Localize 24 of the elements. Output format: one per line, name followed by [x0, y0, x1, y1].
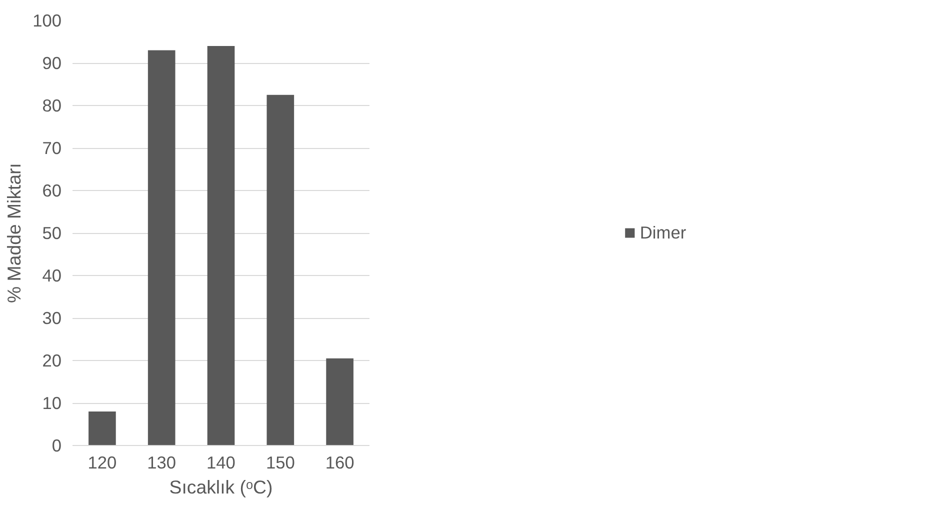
y-tick-label: 50 — [42, 223, 62, 243]
x-tick-label: 120 — [88, 452, 117, 472]
y-axis-title: % Madde Miktarı — [4, 163, 25, 303]
x-tick-label: 160 — [325, 452, 354, 472]
bar — [207, 46, 235, 446]
y-tick-label: 60 — [42, 180, 62, 200]
y-tick-label: 0 — [52, 436, 62, 456]
x-tick-label: 140 — [206, 452, 236, 472]
bar — [326, 358, 354, 446]
y-tick-label: 70 — [42, 138, 62, 158]
bar — [266, 94, 294, 446]
y-tick-label: 20 — [42, 350, 62, 370]
y-tick-label: 10 — [42, 393, 62, 413]
y-tick-label: 90 — [42, 53, 62, 73]
x-axis-title: Sıcaklık (ᵒC) — [169, 476, 273, 498]
bar — [88, 412, 116, 446]
x-tick-label: 150 — [266, 452, 295, 472]
bar — [148, 50, 176, 446]
legend-label: Dimer — [640, 222, 686, 243]
y-tick-label: 100 — [32, 10, 62, 30]
y-tick-label: 30 — [42, 308, 62, 328]
y-tick-label: 40 — [42, 266, 62, 286]
x-tick-label: 130 — [147, 452, 176, 472]
y-tick-label: 80 — [42, 96, 62, 116]
